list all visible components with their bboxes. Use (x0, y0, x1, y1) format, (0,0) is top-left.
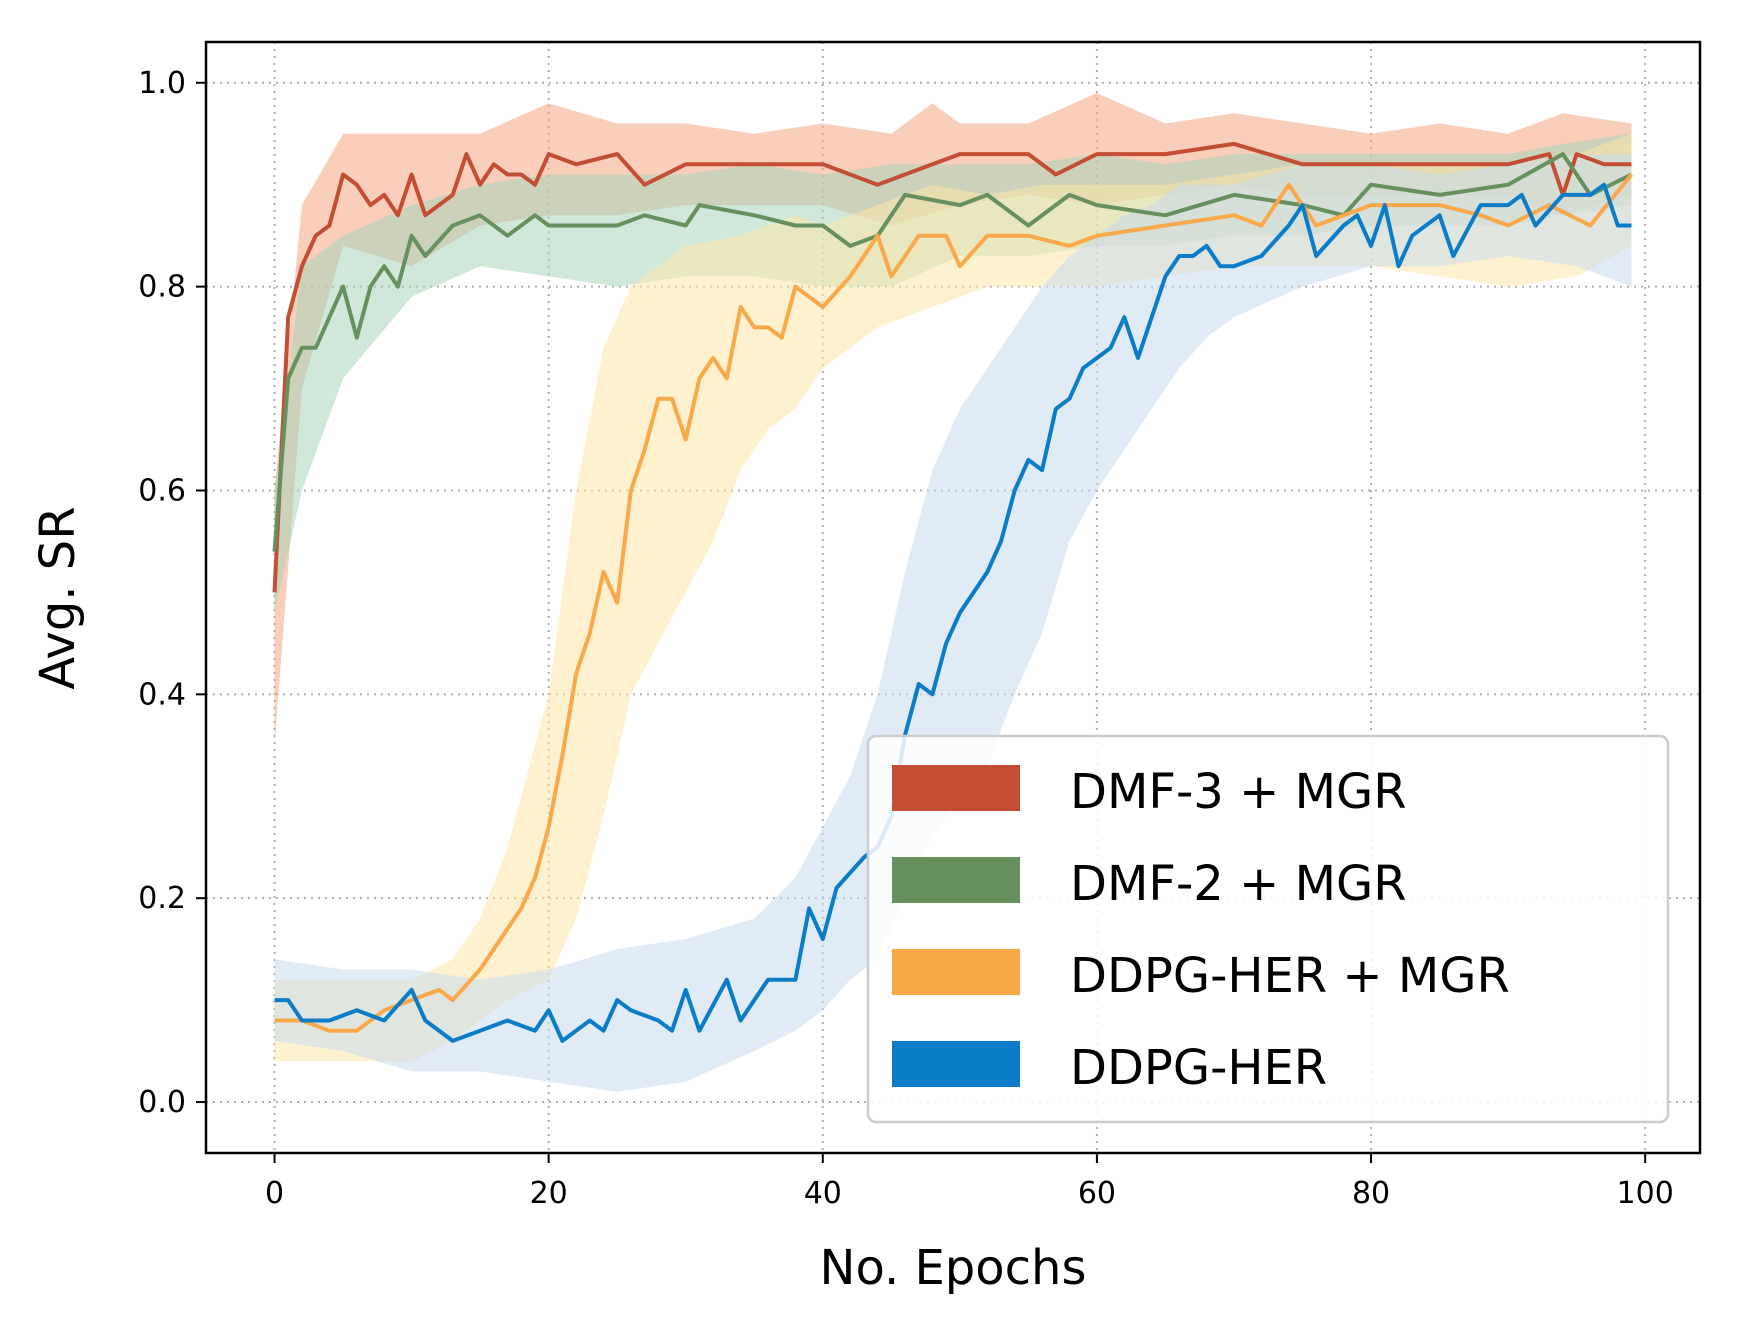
series-lines (272, 141, 1634, 1043)
series-line-0 (272, 141, 1632, 593)
legend: DMF-3 + MGR DMF-2 + MGR DDPG-HER + MGR D… (866, 734, 1670, 1124)
legend-label: DMF-3 + MGR (1070, 764, 1407, 820)
y-axis-label: Avg. SR (30, 506, 86, 689)
x-tick-label: 60 (1078, 1176, 1116, 1211)
x-tick-label: 80 (1352, 1176, 1390, 1211)
series-line-1 (272, 152, 1633, 552)
y-tick-label: 0.2 (138, 881, 186, 916)
legend-frame (866, 734, 1670, 1124)
legend-label: DDPG-HER + MGR (1070, 948, 1510, 1004)
legend-swatch (892, 949, 1020, 995)
y-tick-label: 0.4 (138, 677, 186, 712)
legend-label: DDPG-HER (1070, 1040, 1327, 1096)
x-tick-label: 40 (804, 1176, 842, 1211)
confidence-band-2 (274, 133, 1632, 1062)
x-tick-label: 20 (530, 1176, 568, 1211)
axis-ticks: 0 20 40 60 80 100 0.0 0.2 0.4 0.6 0.8 1.0 (138, 66, 1674, 1211)
y-tick-label: 1.0 (138, 66, 186, 101)
y-tick-label: 0.0 (138, 1085, 186, 1120)
series-line-3 (274, 182, 1632, 1043)
legend-label: DMF-2 + MGR (1070, 856, 1407, 912)
x-tick-label: 100 (1617, 1176, 1674, 1211)
series-line-2 (274, 173, 1634, 1033)
legend-swatch (892, 857, 1020, 903)
confidence-bands (274, 93, 1632, 1092)
y-tick-label: 0.8 (138, 270, 186, 305)
confidence-band-3 (274, 154, 1632, 1092)
y-tick-label: 0.6 (138, 473, 186, 508)
confidence-band-1 (274, 133, 1632, 613)
legend-swatch (892, 1041, 1020, 1087)
legend-swatch (892, 765, 1020, 811)
plot-frame (204, 40, 1702, 1155)
x-axis-label: No. Epochs (820, 1240, 1087, 1296)
x-tick-label: 0 (265, 1176, 284, 1211)
